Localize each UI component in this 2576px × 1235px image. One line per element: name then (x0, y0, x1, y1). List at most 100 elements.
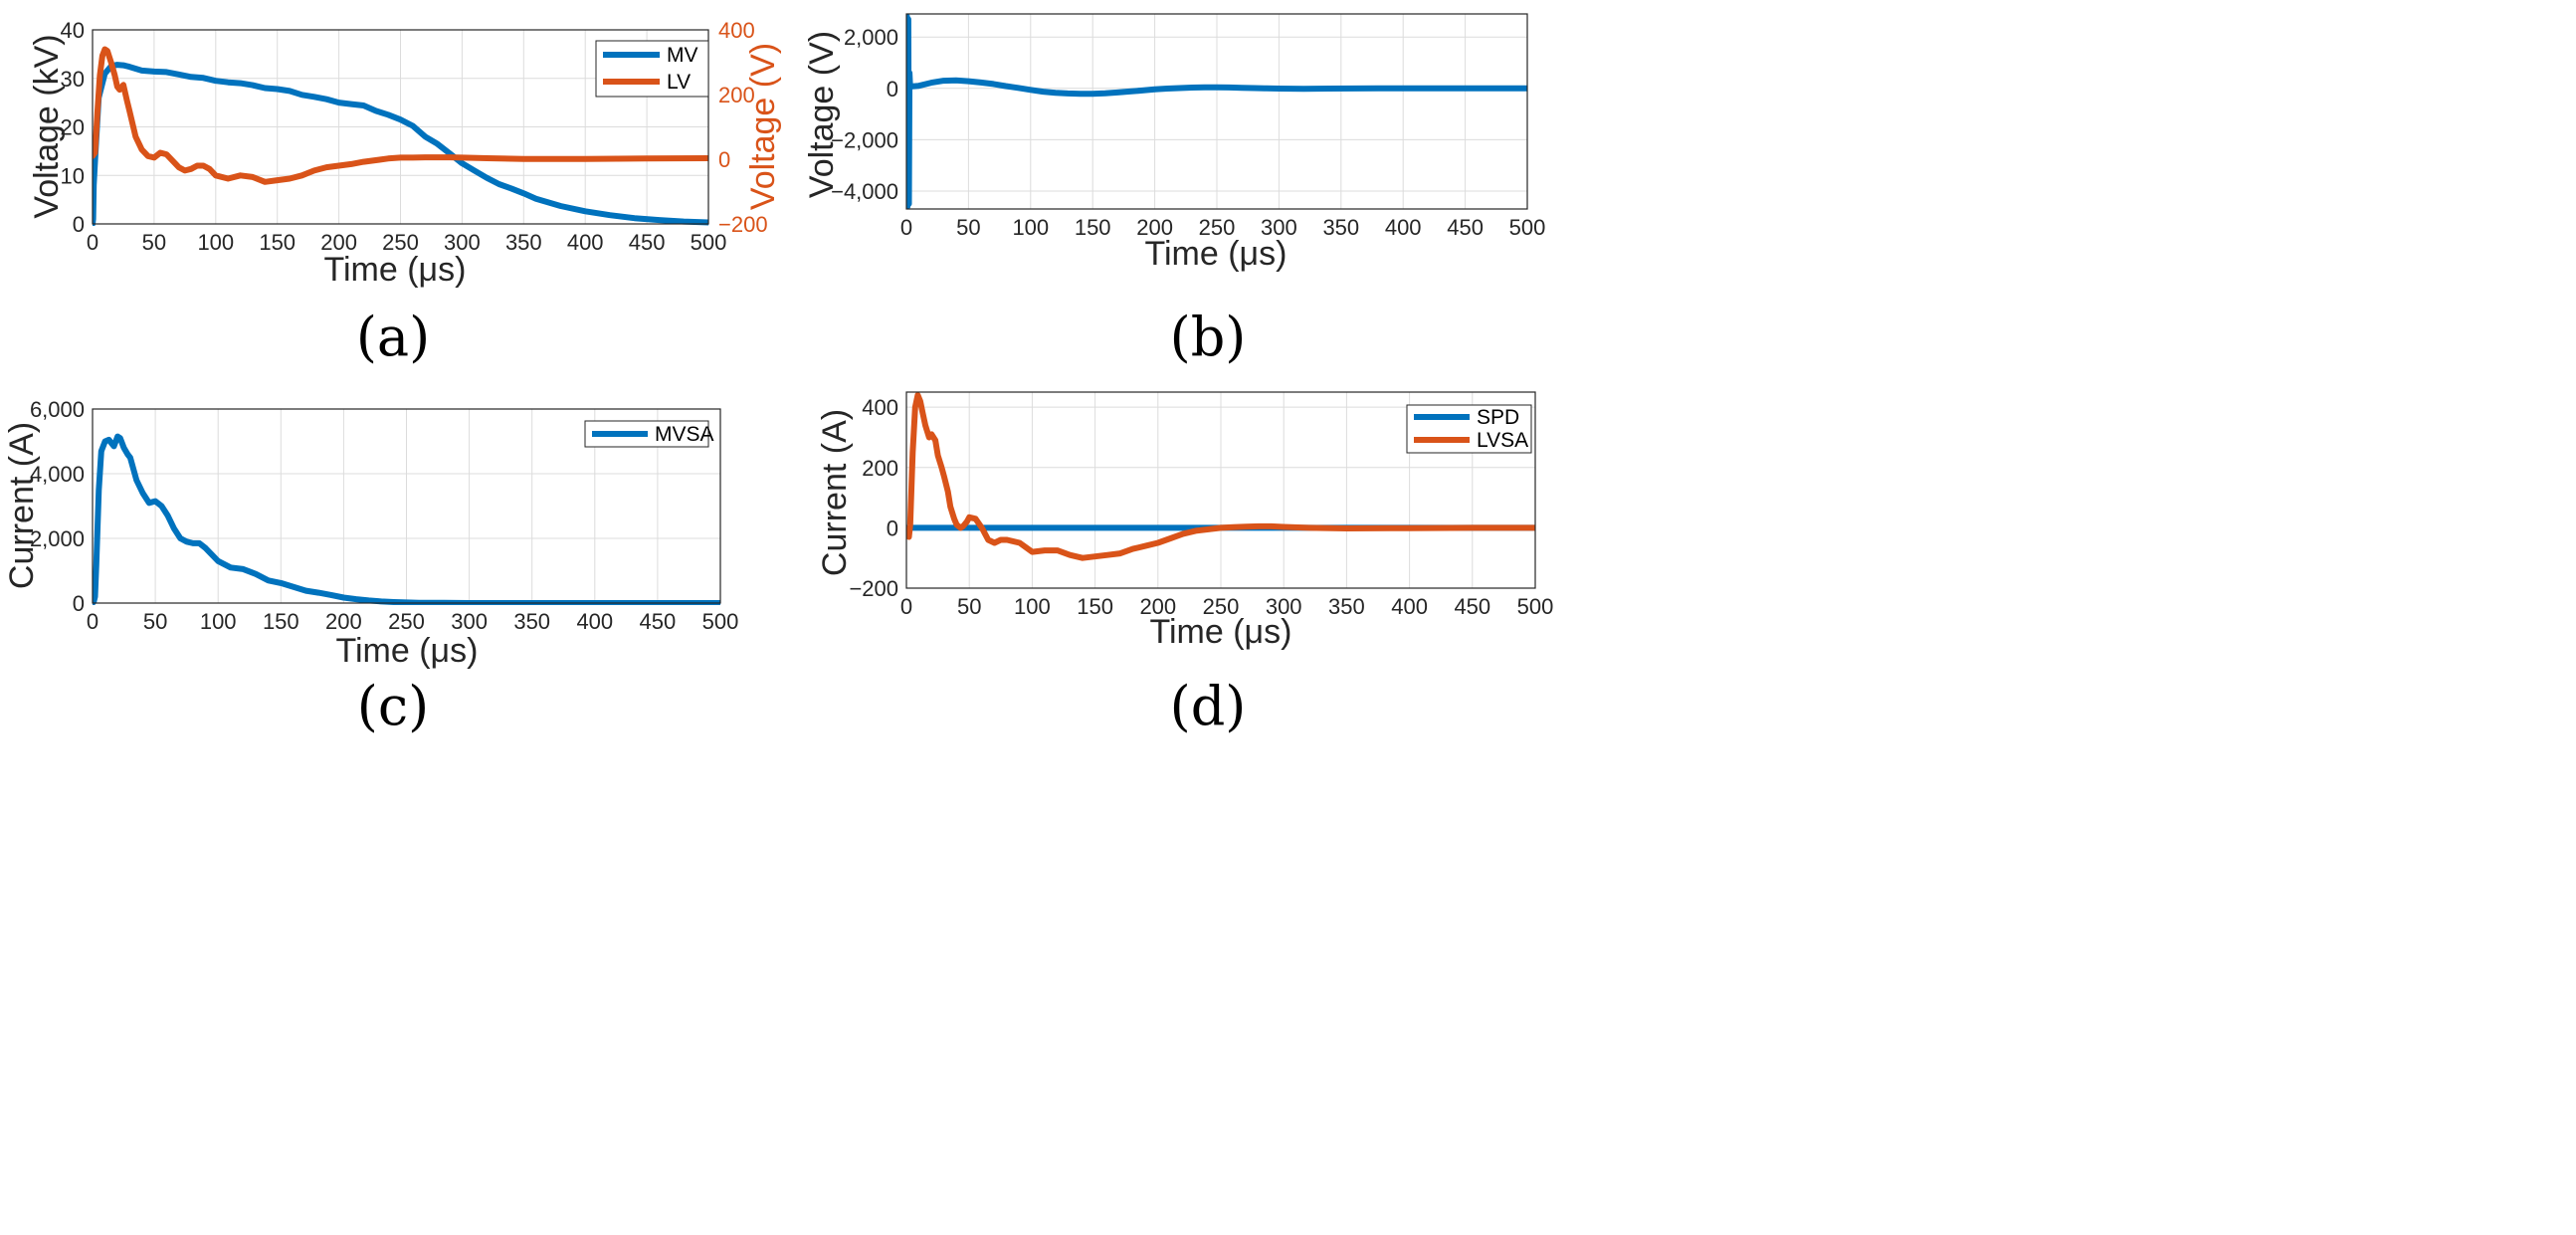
x-tick-label: 0 (900, 594, 912, 619)
x-tick-label: 150 (1075, 215, 1111, 240)
x-tick-label: 500 (702, 609, 739, 634)
x-tick-label: 100 (200, 609, 237, 634)
y-tick-label: 0 (73, 591, 85, 616)
x-tick-label: 400 (1391, 594, 1428, 619)
y-tick-label: 0 (887, 77, 898, 102)
x-tick-label: 200 (1136, 215, 1173, 240)
x-tick-label: 350 (513, 609, 550, 634)
legend-label-lv: LV (667, 71, 691, 94)
legend-box (595, 40, 709, 98)
y-tick-label: 40 (61, 18, 85, 43)
y-tick-label: 0 (887, 515, 898, 540)
y-tick-label: 6,000 (30, 397, 85, 422)
x-tick-label: 200 (325, 609, 362, 634)
series-line-lvsa (906, 392, 1535, 561)
x-tick-label: 300 (1261, 215, 1297, 240)
legend-box (1406, 404, 1532, 454)
x-tick-label: 300 (451, 609, 488, 634)
panel-label-a: (a) (356, 306, 430, 368)
y-tick-label: 10 (61, 163, 85, 188)
panel-b-plot: 0 50 100 150 200 250 300 350 400 450 500 −4,000 −2,0… (831, 13, 1546, 240)
y-tick-label: 30 (61, 67, 85, 92)
axes-box (92, 408, 721, 604)
x-tick-label: 100 (1012, 215, 1049, 240)
y-tick-label: 200 (862, 456, 898, 481)
y2-tick-label: 0 (718, 147, 730, 172)
series-line-mv (93, 62, 708, 226)
x-tick-label: 400 (567, 230, 604, 255)
x-tick-label: 250 (1199, 215, 1236, 240)
panel-label-d: (d) (1170, 675, 1247, 737)
panel-b-ylabel: Voltage (V) (803, 31, 841, 198)
x-tick-label: 150 (259, 230, 296, 255)
panel-a-xlabel: Time (μs) (324, 251, 467, 289)
x-tick-label: 450 (640, 609, 677, 634)
x-tick-label: 100 (197, 230, 234, 255)
x-tick-label: 450 (1454, 594, 1490, 619)
x-tick-label: 50 (956, 215, 980, 240)
y2-tick-label: −200 (718, 212, 768, 237)
axes-box (905, 391, 1536, 589)
legend-label-lvsa: LVSA (1477, 429, 1528, 452)
y-tick-label: −200 (849, 576, 898, 601)
series-line-voltage (906, 13, 1527, 210)
panel-b-xlabel: Time (μs) (1145, 235, 1288, 273)
panel-b: 0 50 100 150 200 250 300 350 400 450 500 −4,000 −2,0… (803, 13, 1546, 368)
x-tick-label: 400 (1385, 215, 1422, 240)
legend-label-mv: MV (667, 44, 698, 67)
y-tick-label: 2,000 (844, 25, 898, 50)
panel-a-y2label: Voltage (V) (744, 43, 782, 210)
y2-tick-label: 200 (718, 83, 755, 107)
x-tick-label: 500 (691, 230, 727, 255)
x-tick-label: 350 (1328, 594, 1365, 619)
series-line-lv (93, 46, 708, 185)
x-tick-label: 450 (629, 230, 666, 255)
panel-c-ylabel: Current (A) (3, 422, 41, 589)
panel-a-ylabel: Voltage (kV) (28, 34, 66, 218)
y-tick-label: 4,000 (30, 462, 85, 487)
y-tick-label: 20 (61, 115, 85, 140)
x-tick-label: 300 (444, 230, 481, 255)
x-tick-label: 200 (1139, 594, 1176, 619)
x-tick-label: 250 (382, 230, 419, 255)
axes-box (92, 29, 709, 225)
y-tick-label: 400 (862, 395, 898, 420)
legend-label-mvsa: MVSA (655, 423, 714, 446)
x-tick-label: 0 (87, 230, 99, 255)
panel-d-xlabel: Time (μs) (1150, 613, 1292, 651)
y-tick-label: 2,000 (30, 526, 85, 551)
x-tick-label: 250 (1203, 594, 1240, 619)
x-tick-label: 500 (1517, 594, 1554, 619)
x-tick-label: 150 (1077, 594, 1113, 619)
y-tick-label: −4,000 (831, 179, 898, 204)
panel-c: 0 50 100 150 200 250 300 350 400 450 500 0 2,000 4,00… (3, 397, 738, 737)
x-tick-label: 350 (505, 230, 542, 255)
panel-a-legend: MV LV (595, 40, 709, 98)
legend-label-spd: SPD (1477, 406, 1519, 429)
panel-a: 0 50 100 150 200 250 300 350 400 450 500 0 10 20 30 40 −… (28, 18, 782, 368)
y-tick-label: 0 (73, 212, 85, 237)
x-tick-label: 200 (320, 230, 357, 255)
x-tick-label: 150 (263, 609, 299, 634)
y2-tick-label: 400 (718, 18, 755, 43)
panel-c-xlabel: Time (μs) (336, 632, 479, 670)
x-tick-label: 300 (1266, 594, 1302, 619)
panel-d-ylabel: Current (A) (816, 409, 854, 576)
x-tick-label: 450 (1447, 215, 1484, 240)
series-line-mvsa (93, 433, 720, 605)
panel-d-legend: SPD LVSA (1406, 404, 1532, 454)
panel-d: 0 50 100 150 200 250 300 350 400 450 500−200020040… (816, 391, 1554, 737)
y-tick-label: −2,000 (831, 127, 898, 152)
x-tick-label: 250 (388, 609, 425, 634)
panel-c-legend: MVSA (584, 420, 714, 448)
x-tick-label: 100 (1014, 594, 1051, 619)
axes-box (905, 13, 1528, 210)
x-tick-label: 50 (143, 609, 167, 634)
panel-label-c: (c) (357, 675, 429, 737)
x-tick-label: 50 (957, 594, 981, 619)
x-tick-label: 400 (576, 609, 613, 634)
x-tick-label: 0 (87, 609, 99, 634)
x-tick-label: 500 (1509, 215, 1546, 240)
panel-label-b: (b) (1170, 306, 1247, 368)
